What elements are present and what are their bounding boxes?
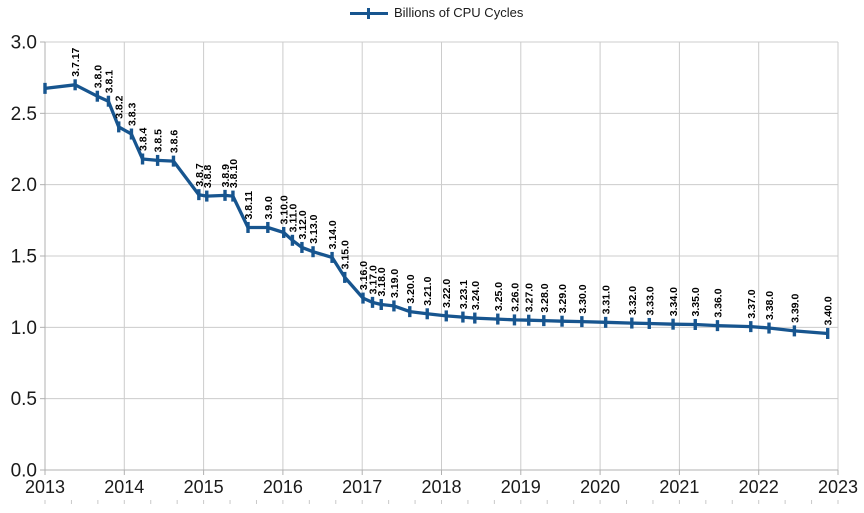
data-point-label: 3.26.0 — [509, 283, 521, 312]
x-axis-tick-label: 2016 — [263, 477, 303, 497]
data-point-label: 3.15.0 — [340, 240, 352, 269]
legend-cross — [367, 7, 371, 19]
data-point-label: 3.23.1 — [458, 280, 470, 309]
x-axis-tick-label: 2023 — [818, 477, 858, 497]
data-point-label: 3.8.10 — [228, 159, 240, 188]
y-axis-tick-label: 3.0 — [11, 33, 37, 54]
data-point-label: 3.8.2 — [114, 95, 126, 119]
data-point-label: 3.33.0 — [644, 286, 656, 315]
data-point-label: 3.8.8 — [202, 165, 214, 189]
data-point-label: 3.39.0 — [789, 294, 801, 323]
data-point-label: 3.8.3 — [126, 103, 138, 127]
data-point-label: 3.21.0 — [422, 276, 434, 305]
data-point-label: 3.12.0 — [297, 210, 309, 239]
data-point-label: 3.35.0 — [690, 287, 702, 316]
data-point-label: 3.14.0 — [327, 220, 339, 249]
data-point-label: 3.38.0 — [764, 291, 776, 320]
data-point-label: 3.8.4 — [138, 127, 150, 151]
x-axis-tick-label: 2015 — [184, 477, 224, 497]
x-axis-tick-label: 2019 — [501, 477, 541, 497]
data-point-label: 3.37.0 — [746, 289, 758, 318]
line-marker-icon — [350, 7, 388, 19]
data-point-label: 3.36.0 — [712, 288, 724, 317]
legend-label: Billions of CPU Cycles — [394, 5, 524, 20]
data-point-label: 3.19.0 — [389, 269, 401, 298]
x-axis-tick-label: 2022 — [739, 477, 779, 497]
data-point-label: 3.9.0 — [263, 196, 275, 220]
data-point-label: 3.8.5 — [153, 129, 165, 153]
y-axis-tick-label: 0.0 — [11, 461, 37, 482]
x-axis-tick-label: 2014 — [104, 477, 144, 497]
data-point-label: 3.32.0 — [627, 286, 639, 315]
x-axis-tick-label: 2013 — [25, 477, 65, 497]
data-point-label: 3.27.0 — [524, 283, 536, 312]
y-axis-tick-label: 2.0 — [11, 175, 37, 196]
data-point-label: 3.22.0 — [441, 279, 453, 308]
data-point-label: 3.40.0 — [823, 296, 835, 325]
data-point-label: 3.18.0 — [376, 267, 388, 296]
data-point-label: 3.31.0 — [601, 285, 613, 314]
y-axis-tick-label: 2.5 — [11, 104, 37, 125]
x-axis-tick-label: 2018 — [421, 477, 461, 497]
y-axis-tick-label: 1.5 — [11, 247, 37, 268]
data-point-label: 3.28.0 — [539, 283, 551, 312]
data-point-label: 3.29.0 — [557, 284, 569, 313]
data-point-label: 3.25.0 — [493, 282, 505, 311]
data-point-label: 3.11.0 — [287, 204, 299, 233]
data-point-label: 3.8.0 — [92, 65, 104, 89]
x-axis-tick-label: 2020 — [580, 477, 620, 497]
data-point-label: 3.17.0 — [368, 265, 380, 294]
data-point-label: 3.8.11 — [243, 191, 255, 220]
data-point-label: 3.34.0 — [668, 287, 680, 316]
data-point-label: 3.8.7 — [194, 163, 206, 187]
chart-legend: Billions of CPU Cycles — [350, 5, 523, 21]
y-axis-tick-label: 0.5 — [11, 389, 37, 410]
data-point-label: 3.8.9 — [220, 164, 232, 188]
data-point-label: 3.30.0 — [577, 284, 589, 313]
data-point-label: 3.16.0 — [358, 261, 370, 290]
data-point-label: 3.8.1 — [103, 70, 115, 94]
data-point-label: 3.20.0 — [405, 274, 417, 303]
x-axis-tick-label: 2021 — [659, 477, 699, 497]
data-point-label: 3.8.6 — [168, 130, 180, 154]
data-point-label: 3.24.0 — [470, 281, 482, 310]
series-line — [44, 83, 828, 336]
y-axis-tick-label: 1.0 — [11, 318, 37, 339]
x-axis-tick-label: 2017 — [342, 477, 382, 497]
data-point-label: 3.13.0 — [308, 214, 320, 243]
data-point-label: 3.7.17 — [70, 47, 82, 76]
data-point-label: 3.10.0 — [279, 195, 291, 224]
